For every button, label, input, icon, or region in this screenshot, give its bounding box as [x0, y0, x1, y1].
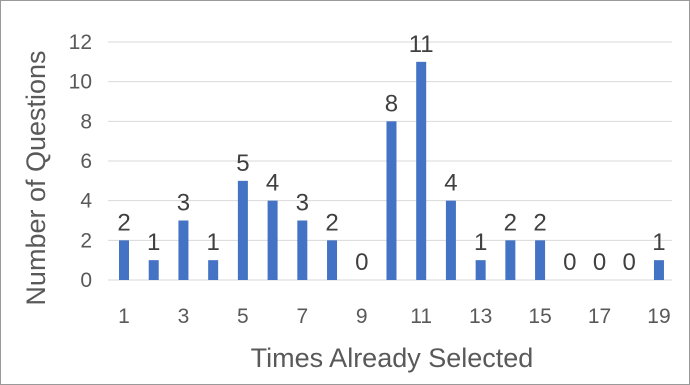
data-label-6: 4 [266, 170, 279, 197]
bar-11 [416, 61, 427, 281]
data-label-16: 0 [563, 249, 576, 276]
bar-10 [386, 121, 397, 280]
bar-3 [178, 220, 189, 280]
y-tick-label: 8 [80, 110, 92, 133]
bar-7 [297, 220, 308, 280]
data-label-9: 0 [355, 249, 368, 276]
x-tick-label: 17 [588, 305, 611, 328]
y-axis-title: Number of Questions [21, 50, 51, 305]
data-label-13: 1 [474, 229, 487, 256]
y-tick-labels: 0 2 4 6 8 10 12 [69, 31, 93, 292]
x-tick-label: 15 [528, 305, 551, 328]
data-label-19: 1 [652, 229, 665, 256]
y-tick-label: 10 [69, 71, 92, 94]
data-label-12: 4 [444, 170, 457, 197]
x-tick-label: 9 [356, 305, 368, 328]
bar-6 [267, 200, 278, 280]
bar-8 [327, 240, 338, 280]
x-axis-title: Times Already Selected [251, 343, 534, 373]
y-tick-label: 0 [80, 269, 92, 292]
y-tick-label: 2 [80, 229, 92, 252]
x-tick-label: 7 [296, 305, 308, 328]
x-tick-label: 3 [178, 305, 190, 328]
y-tick-label: 4 [80, 190, 92, 213]
bar-19 [653, 260, 664, 280]
data-label-18: 0 [623, 249, 636, 276]
data-label-17: 0 [593, 249, 606, 276]
bar-13 [475, 260, 486, 280]
data-label-2: 1 [147, 229, 160, 256]
bar-14 [505, 240, 516, 280]
data-label-8: 2 [325, 209, 338, 236]
data-label-7: 3 [296, 190, 309, 217]
bars [119, 61, 664, 281]
data-label-1: 2 [117, 209, 130, 236]
data-label-14: 2 [504, 209, 517, 236]
data-label-3: 3 [177, 190, 190, 217]
x-tick-label: 19 [647, 305, 670, 328]
y-tick-label: 12 [69, 31, 92, 54]
bar-5 [237, 180, 248, 280]
x-tick-label: 13 [469, 305, 492, 328]
bar-15 [535, 240, 546, 280]
bar-12 [445, 200, 456, 280]
bar-1 [119, 240, 129, 280]
data-label-5: 5 [236, 150, 249, 177]
x-tick-label: 1 [118, 305, 130, 328]
data-label-11: 11 [409, 31, 434, 58]
data-label-4: 1 [206, 229, 219, 256]
y-tick-label: 6 [80, 150, 92, 173]
bar-2 [148, 260, 159, 280]
data-label-15: 2 [533, 209, 546, 236]
x-tick-label: 5 [237, 305, 249, 328]
bar-4 [208, 260, 219, 280]
data-label-10: 8 [385, 90, 398, 117]
x-tick-labels: 1 3 5 7 9 11 13 15 17 19 [118, 305, 670, 328]
x-tick-label: 11 [410, 305, 432, 328]
